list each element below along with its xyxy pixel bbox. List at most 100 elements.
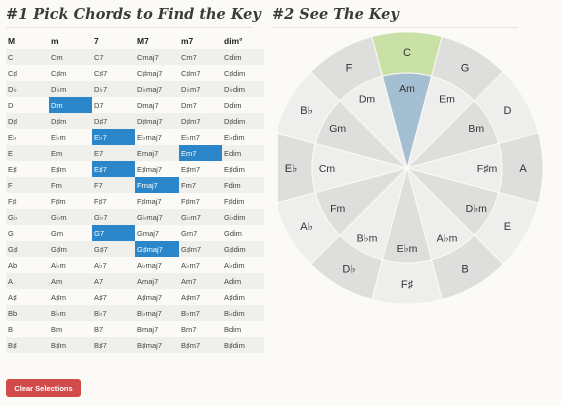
chord-cell[interactable]: A♭m bbox=[49, 257, 92, 273]
chord-cell[interactable]: F♯dim bbox=[222, 193, 264, 209]
chord-cell[interactable]: C bbox=[6, 49, 49, 65]
chord-cell[interactable]: A♭maj7 bbox=[135, 257, 179, 273]
chord-cell[interactable]: G7 bbox=[92, 225, 135, 241]
chord-cell[interactable]: D♭7 bbox=[92, 81, 135, 97]
chord-cell[interactable]: C♯7 bbox=[92, 65, 135, 81]
chord-cell[interactable]: G♭maj7 bbox=[135, 209, 179, 225]
chord-cell[interactable]: Amaj7 bbox=[135, 273, 179, 289]
chord-cell[interactable]: G♭m bbox=[49, 209, 92, 225]
chord-cell[interactable]: C7 bbox=[92, 49, 135, 65]
chord-cell[interactable]: A♯m7 bbox=[179, 289, 222, 305]
chord-cell[interactable]: Am bbox=[49, 273, 92, 289]
chord-cell[interactable]: Gmaj7 bbox=[135, 225, 179, 241]
chord-cell[interactable]: Dm bbox=[49, 97, 92, 113]
chord-cell[interactable]: D♭ bbox=[6, 81, 49, 97]
chord-cell[interactable]: F♯m7 bbox=[179, 193, 222, 209]
chord-cell[interactable]: Cmaj7 bbox=[135, 49, 179, 65]
chord-cell[interactable]: E♯ bbox=[6, 161, 49, 177]
chord-cell[interactable]: Fm bbox=[49, 177, 92, 193]
chord-cell[interactable]: E♭maj7 bbox=[135, 129, 179, 145]
chord-cell[interactable]: D♯dim bbox=[222, 113, 264, 129]
chord-cell[interactable]: F♯m bbox=[49, 193, 92, 209]
chord-cell[interactable]: Am7 bbox=[179, 273, 222, 289]
chord-cell[interactable]: G♭dim bbox=[222, 209, 264, 225]
chord-cell[interactable]: A♯m bbox=[49, 289, 92, 305]
chord-cell[interactable]: E♯dim bbox=[222, 161, 264, 177]
chord-cell[interactable]: B♭dim bbox=[222, 305, 264, 321]
chord-cell[interactable]: F♯maj7 bbox=[135, 193, 179, 209]
chord-cell[interactable]: A♯dim bbox=[222, 289, 264, 305]
chord-cell[interactable]: C♯m bbox=[49, 65, 92, 81]
chord-cell[interactable]: D bbox=[6, 97, 49, 113]
chord-cell[interactable]: E♭dim bbox=[222, 129, 264, 145]
chord-cell[interactable]: D♭m7 bbox=[179, 81, 222, 97]
chord-cell[interactable]: C♯dim bbox=[222, 65, 264, 81]
chord-cell[interactable]: Ab bbox=[6, 257, 49, 273]
chord-cell[interactable]: B♭m bbox=[49, 305, 92, 321]
chord-cell[interactable]: Adim bbox=[222, 273, 264, 289]
clear-selections-button[interactable]: Clear Selections bbox=[6, 379, 81, 397]
chord-cell[interactable]: D♭m bbox=[49, 81, 92, 97]
chord-cell[interactable]: D♯m bbox=[49, 113, 92, 129]
chord-cell[interactable]: B♯m bbox=[49, 337, 92, 353]
chord-cell[interactable]: E bbox=[6, 145, 49, 161]
chord-cell[interactable]: D♭dim bbox=[222, 81, 264, 97]
chord-cell[interactable]: E♭m7 bbox=[179, 129, 222, 145]
chord-cell[interactable]: Gm bbox=[49, 225, 92, 241]
chord-cell[interactable]: Cm7 bbox=[179, 49, 222, 65]
chord-cell[interactable]: A7 bbox=[92, 273, 135, 289]
chord-cell[interactable]: F bbox=[6, 177, 49, 193]
chord-cell[interactable]: Em bbox=[49, 145, 92, 161]
chord-cell[interactable]: A♯ bbox=[6, 289, 49, 305]
chord-cell[interactable]: B♯m7 bbox=[179, 337, 222, 353]
chord-cell[interactable]: E♭ bbox=[6, 129, 49, 145]
chord-cell[interactable]: B7 bbox=[92, 321, 135, 337]
chord-cell[interactable]: E♭7 bbox=[92, 129, 135, 145]
chord-cell[interactable]: B♭m7 bbox=[179, 305, 222, 321]
chord-cell[interactable]: F♯ bbox=[6, 193, 49, 209]
chord-cell[interactable]: C♯maj7 bbox=[135, 65, 179, 81]
chord-cell[interactable]: B♯maj7 bbox=[135, 337, 179, 353]
chord-cell[interactable]: Fm7 bbox=[179, 177, 222, 193]
chord-cell[interactable]: G♯maj7 bbox=[135, 241, 179, 257]
chord-cell[interactable]: Emaj7 bbox=[135, 145, 179, 161]
chord-cell[interactable]: D7 bbox=[92, 97, 135, 113]
chord-cell[interactable]: Cm bbox=[49, 49, 92, 65]
chord-cell[interactable]: Fdim bbox=[222, 177, 264, 193]
chord-cell[interactable]: Dm7 bbox=[179, 97, 222, 113]
chord-cell[interactable]: G♭ bbox=[6, 209, 49, 225]
chord-cell[interactable]: A♭7 bbox=[92, 257, 135, 273]
chord-cell[interactable]: G bbox=[6, 225, 49, 241]
chord-cell[interactable]: G♭m7 bbox=[179, 209, 222, 225]
chord-cell[interactable]: Dmaj7 bbox=[135, 97, 179, 113]
chord-cell[interactable]: G♭7 bbox=[92, 209, 135, 225]
chord-cell[interactable]: E7 bbox=[92, 145, 135, 161]
chord-cell[interactable]: F7 bbox=[92, 177, 135, 193]
chord-cell[interactable]: Gdim bbox=[222, 225, 264, 241]
chord-cell[interactable]: Bb bbox=[6, 305, 49, 321]
chord-cell[interactable]: A♯maj7 bbox=[135, 289, 179, 305]
chord-cell[interactable]: D♯maj7 bbox=[135, 113, 179, 129]
chord-cell[interactable]: B♯7 bbox=[92, 337, 135, 353]
chord-cell[interactable]: A bbox=[6, 273, 49, 289]
chord-cell[interactable]: Bm bbox=[49, 321, 92, 337]
chord-cell[interactable]: Bmaj7 bbox=[135, 321, 179, 337]
chord-cell[interactable]: G♯m7 bbox=[179, 241, 222, 257]
chord-cell[interactable]: B bbox=[6, 321, 49, 337]
chord-cell[interactable]: G♯dim bbox=[222, 241, 264, 257]
chord-cell[interactable]: A♭m7 bbox=[179, 257, 222, 273]
chord-cell[interactable]: A♭dim bbox=[222, 257, 264, 273]
chord-cell[interactable]: G♯m bbox=[49, 241, 92, 257]
chord-cell[interactable]: Bm7 bbox=[179, 321, 222, 337]
chord-cell[interactable]: B♭maj7 bbox=[135, 305, 179, 321]
chord-cell[interactable]: D♯7 bbox=[92, 113, 135, 129]
chord-cell[interactable]: Fmaj7 bbox=[135, 177, 179, 193]
chord-cell[interactable]: Em7 bbox=[179, 145, 222, 161]
chord-cell[interactable]: G♯ bbox=[6, 241, 49, 257]
chord-cell[interactable]: B♯dim bbox=[222, 337, 264, 353]
chord-cell[interactable]: Edim bbox=[222, 145, 264, 161]
chord-cell[interactable]: G♯7 bbox=[92, 241, 135, 257]
chord-cell[interactable]: E♯m7 bbox=[179, 161, 222, 177]
chord-cell[interactable]: A♯7 bbox=[92, 289, 135, 305]
chord-cell[interactable]: D♯ bbox=[6, 113, 49, 129]
